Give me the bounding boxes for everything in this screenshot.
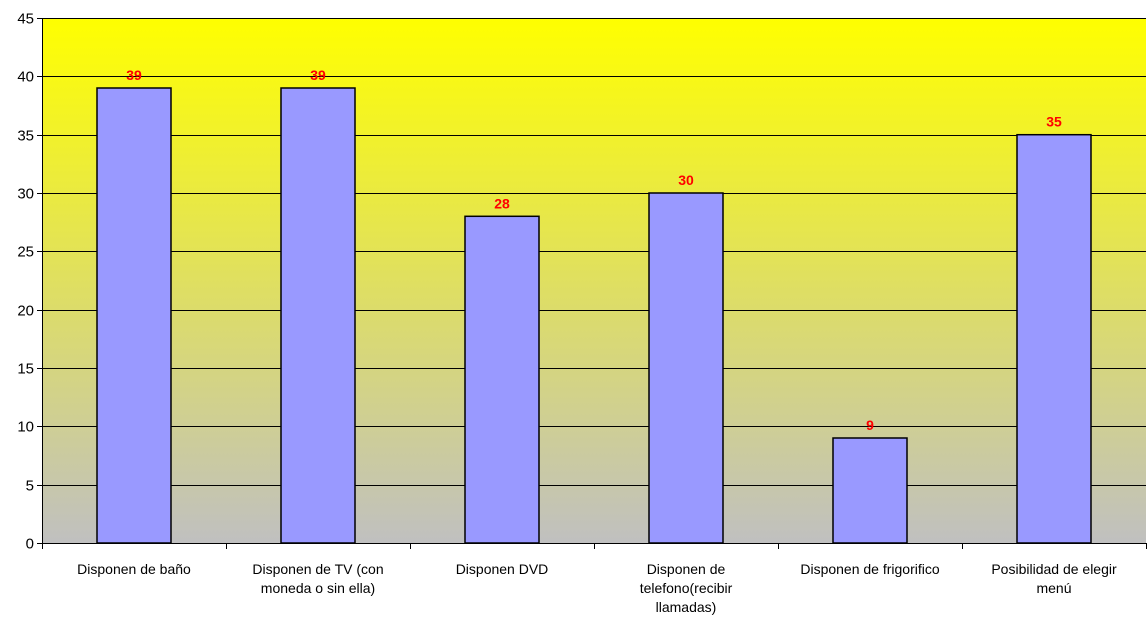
data-label: 39: [310, 67, 326, 83]
data-label: 30: [678, 172, 694, 188]
y-tick-label: 25: [17, 244, 34, 261]
bar: [280, 87, 356, 544]
y-tick-label: 0: [26, 536, 34, 553]
y-tick-label: 35: [17, 128, 34, 145]
bar: [1016, 133, 1092, 544]
plot-area: [42, 18, 1146, 543]
y-tick-label: 40: [17, 69, 34, 86]
y-tick-label: 15: [17, 361, 34, 378]
y-tick-label: 45: [17, 11, 34, 28]
bar: [832, 437, 908, 544]
x-category-label: Disponen de frigorifico: [800, 561, 940, 577]
y-tick-label: 5: [26, 478, 34, 495]
data-label: 35: [1046, 114, 1062, 130]
y-tick-label: 30: [17, 186, 34, 203]
bar: [464, 215, 540, 544]
data-label: 39: [126, 67, 142, 83]
x-category-label: Disponen de telefono(recibir llamadas): [640, 561, 733, 615]
x-category-label: Posibilidad de elegir menú: [991, 561, 1117, 596]
data-label: 9: [866, 417, 874, 433]
bar: [648, 192, 724, 544]
x-category-label: Disponen de baño: [77, 561, 191, 577]
y-tick-label: 10: [17, 419, 34, 436]
y-tick-label: 20: [17, 303, 34, 320]
x-category-label: Disponen DVD: [456, 561, 549, 577]
x-category-label: Disponen de TV (con moneda o sin ella): [252, 561, 383, 596]
data-label: 28: [494, 195, 510, 211]
bar: [96, 87, 172, 544]
